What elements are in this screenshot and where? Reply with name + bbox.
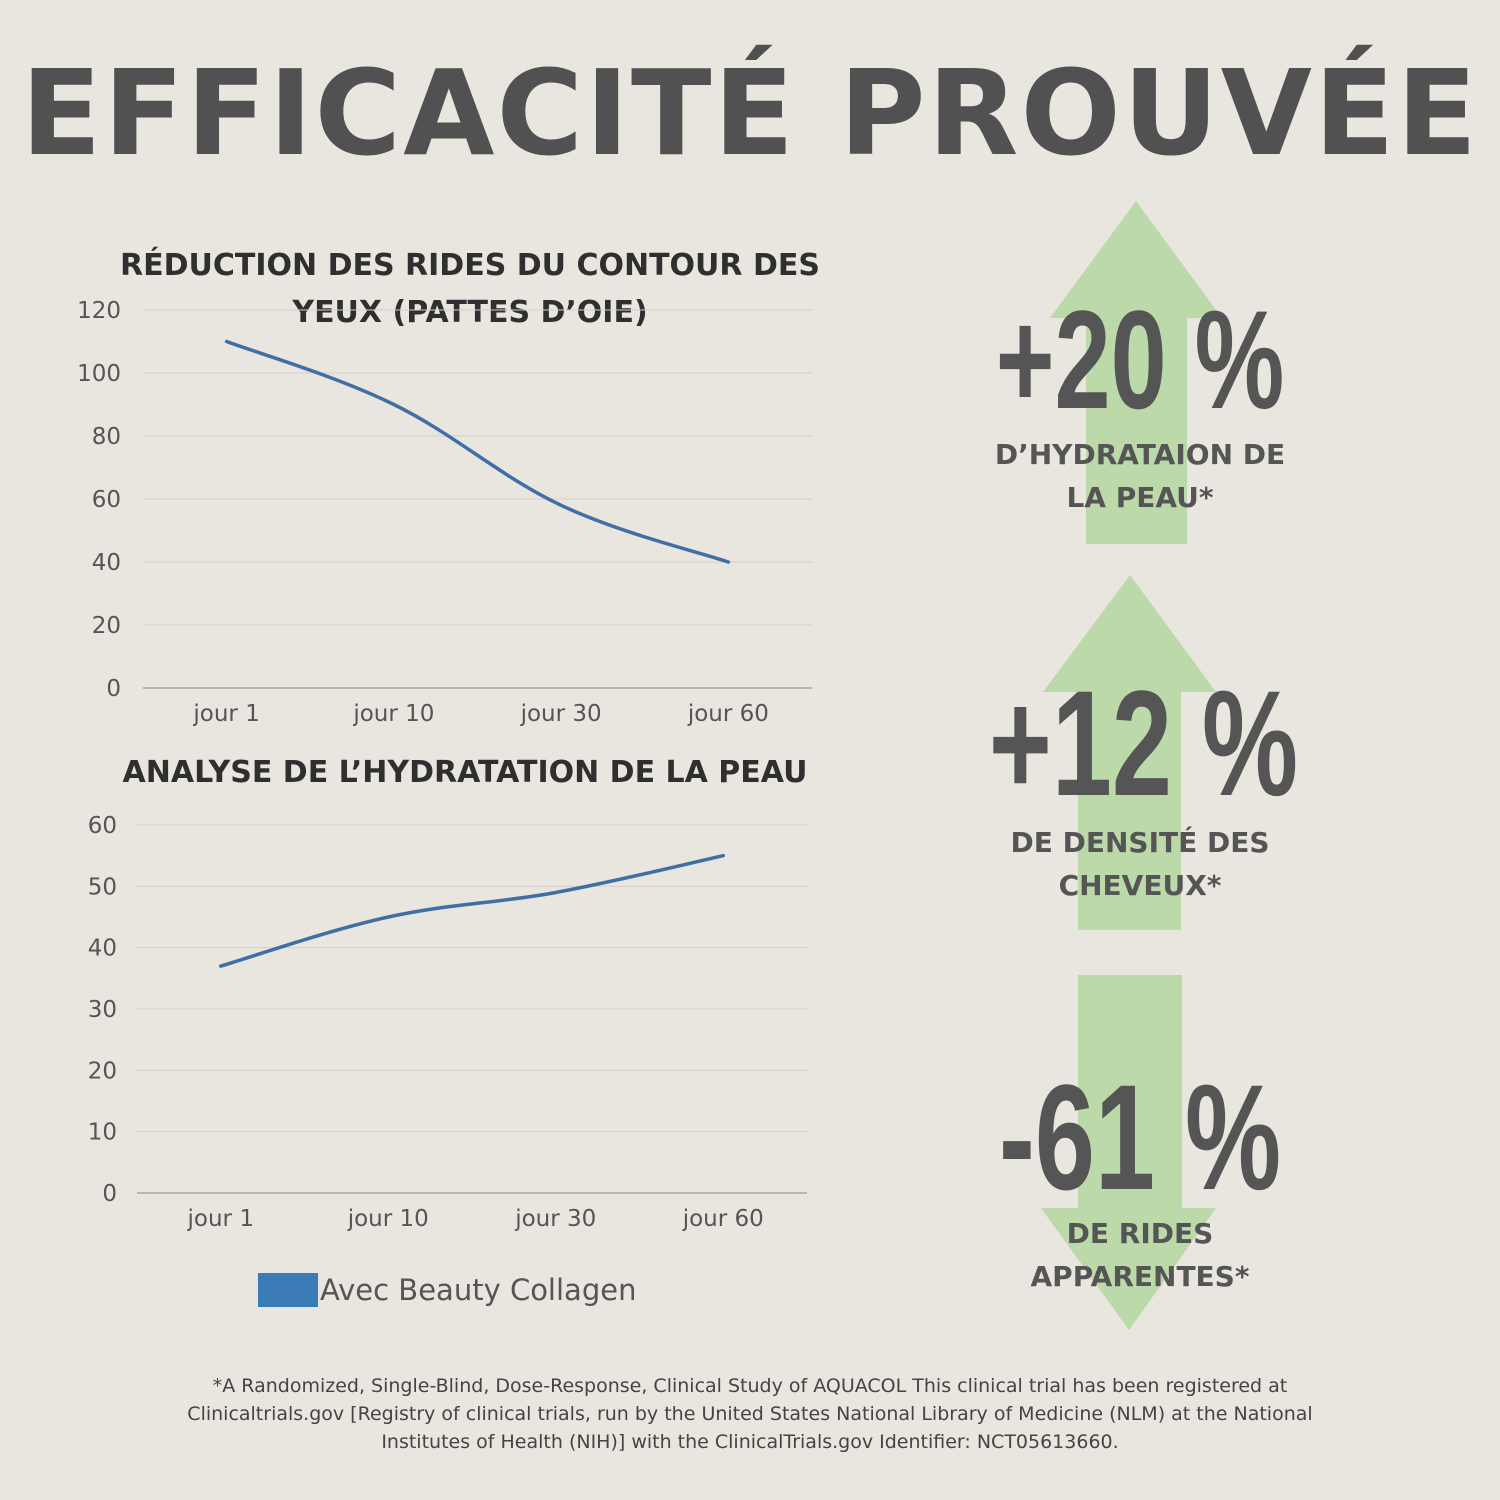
arrow-up-1 [1050, 201, 1222, 544]
chart1-title: RÉDUCTION DES RIDES DU CONTOUR DES YEUX … [120, 248, 820, 330]
y-tick-label: 20 [92, 613, 121, 639]
y-tick-label: 40 [92, 550, 121, 576]
stat-caption-line: CHEVEUX* [1058, 869, 1222, 902]
stat-hair-density: +12 % DE DENSITÉ DES CHEVEUX* [930, 663, 1350, 907]
y-tick-label: 60 [88, 813, 117, 839]
stat-caption-line: DE DENSITÉ DES [1010, 826, 1270, 859]
y-tick-label: 50 [88, 874, 117, 900]
footnote-line: Institutes of Health (NIH)] with the Cli… [381, 1431, 1119, 1453]
y-tick-label: 0 [106, 676, 121, 702]
stat-value: -61 % [998, 1053, 1282, 1221]
stat-caption-line: LA PEAU* [1066, 481, 1214, 514]
stat-hydration: +20 % D’HYDRATAION DE LA PEAU* [930, 285, 1350, 519]
page-title: EFFICACITÉ PROUVÉE [20, 44, 1480, 182]
arrow-down-3 [1041, 975, 1216, 1330]
x-tick-label: jour 60 [682, 1206, 764, 1232]
legend-label: Avec Beauty Collagen [320, 1273, 637, 1307]
x-tick-label: jour 10 [352, 701, 434, 727]
y-tick-label: 60 [92, 487, 121, 513]
arrow-up-2 [1043, 575, 1216, 930]
y-tick-label: 80 [92, 424, 121, 450]
y-tick-label: 40 [88, 936, 117, 962]
stat-wrinkles: -61 % DE RIDES APPARENTES* [930, 1062, 1350, 1298]
stat-caption: DE RIDES APPARENTES* [930, 1212, 1350, 1298]
x-tick-label: jour 30 [520, 701, 602, 727]
x-tick-label: jour 1 [192, 701, 259, 727]
y-tick-label: 30 [88, 997, 117, 1023]
x-tick-label: jour 1 [187, 1206, 254, 1232]
y-tick-label: 20 [88, 1058, 117, 1084]
footnote: *A Randomized, Single-Blind, Dose-Respon… [80, 1372, 1420, 1456]
series-line [224, 339, 731, 564]
x-tick-label: jour 60 [687, 701, 769, 727]
chart2-title: ANALYSE DE L’HYDRATATION DE LA PEAU [122, 755, 808, 790]
stat-caption-line: DE RIDES [1066, 1217, 1214, 1250]
footnote-line: *A Randomized, Single-Blind, Dose-Respon… [212, 1375, 1288, 1397]
stat-caption-line: D’HYDRATAION DE [994, 438, 1286, 471]
y-tick-label: 120 [77, 298, 121, 324]
stat-value: +20 % [995, 281, 1285, 438]
x-tick-label: jour 10 [347, 1206, 429, 1232]
footnote-line: Clinicaltrials.gov [Registry of clinical… [187, 1403, 1313, 1425]
legend-swatch [258, 1273, 318, 1307]
stat-caption-line: APPARENTES* [1030, 1260, 1250, 1293]
stat-caption: D’HYDRATAION DE LA PEAU* [930, 433, 1350, 519]
y-tick-label: 0 [102, 1181, 117, 1207]
stat-caption: DE DENSITÉ DES CHEVEUX* [930, 821, 1350, 907]
stat-value: +12 % [988, 659, 1299, 827]
y-tick-label: 10 [88, 1120, 117, 1146]
series-line [219, 853, 725, 968]
x-tick-label: jour 30 [514, 1206, 596, 1232]
y-tick-label: 100 [77, 361, 121, 387]
legend: Avec Beauty Collagen [258, 1270, 636, 1310]
